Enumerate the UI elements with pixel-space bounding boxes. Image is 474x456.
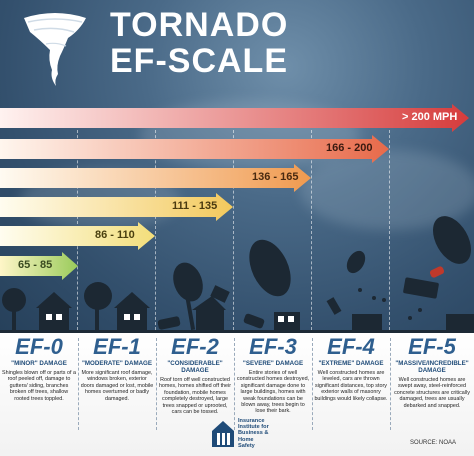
level-ef2: EF-2 "CONSIDERABLE" DAMAGE Roof torn off… [156, 334, 234, 416]
column-divider [156, 338, 157, 430]
arrow-ef1 [0, 222, 155, 250]
level-ef0: EF-0 "MINOR" DAMAGE Shingles blown off o… [0, 336, 78, 402]
tornado-icon [24, 13, 86, 86]
column-divider [390, 338, 391, 430]
logo-line: Home [238, 436, 254, 443]
source-note: SOURCE: NOAA [409, 440, 456, 446]
ground-line [0, 330, 474, 333]
damage-label: "EXTREME" DAMAGE [318, 360, 384, 367]
column-divider [234, 338, 235, 430]
arrow-label-ef1: 86 - 110 [95, 229, 135, 241]
level-ef5: EF-5 "MASSIVE/INCREDIBLE" DAMAGE Well co… [390, 336, 474, 409]
logo-line: Safety [238, 442, 255, 449]
arrow-ef3 [0, 164, 311, 192]
ibhs-logo: Insurance Institute for Business & Home … [212, 418, 269, 449]
column-divider [312, 338, 313, 430]
damage-description: Roof torn off well constructed homes, ho… [158, 377, 232, 416]
arrow-label-ef4: 166 - 200 [326, 142, 373, 154]
arrow-ef4 [0, 135, 389, 163]
divider [389, 125, 390, 330]
arrow-label-ef0: 65 - 85 [18, 259, 53, 271]
title-line-1: TORNADO [110, 6, 289, 44]
logo-line: Business & [238, 430, 269, 437]
damage-label: "SEVERE" DAMAGE [242, 360, 304, 367]
logo-line: Institute for [238, 424, 269, 431]
arrow-label-ef3: 136 - 165 [252, 171, 299, 183]
divider [155, 125, 156, 330]
arrow-label-ef2: 111 - 135 [172, 200, 218, 212]
level-ef1: EF-1 "MODERATE" DAMAGE More significant … [78, 336, 156, 402]
damage-description: Well constructed homes are swept away, s… [394, 377, 470, 409]
damage-label: "CONSIDERABLE" DAMAGE [167, 360, 223, 374]
damage-scene [2, 216, 474, 331]
arrow-ef2 [0, 193, 233, 221]
level-code: EF-1 [93, 334, 141, 359]
level-code: EF-5 [408, 334, 456, 359]
level-ef4: EF-4 "EXTREME" DAMAGE Well constructed h… [312, 336, 390, 402]
level-ef3: EF-3 "SEVERE" DAMAGE Entire stories of w… [234, 336, 312, 415]
damage-description: Shingles blown off or parts of a roof pe… [2, 370, 76, 402]
damage-label: "MASSIVE/INCREDIBLE" DAMAGE [395, 360, 469, 374]
sky-background [0, 0, 474, 335]
damage-description: Well constructed homes are leveled, cars… [314, 370, 388, 402]
level-code: EF-3 [249, 334, 297, 359]
damage-label: "MINOR" DAMAGE [11, 360, 67, 367]
level-code: EF-2 [171, 334, 219, 359]
house-logo-icon [212, 420, 234, 447]
arrow-label-ef5: > 200 MPH [402, 111, 458, 123]
column-divider [78, 338, 79, 430]
arrow-ef0 [0, 252, 78, 280]
arrow-ef5 [0, 104, 469, 132]
divider [311, 125, 312, 330]
level-code: EF-4 [327, 334, 375, 359]
title-line-2: EF-SCALE [110, 42, 288, 80]
logo-line: Insurance [238, 418, 265, 424]
description-panel [0, 333, 474, 456]
damage-label: "MODERATE" DAMAGE [81, 360, 153, 367]
damage-description: More significant roof damage, windows br… [80, 370, 154, 402]
damage-description: Entire stories of well constructed homes… [236, 370, 310, 415]
level-code: EF-0 [15, 334, 63, 359]
divider [233, 125, 234, 330]
